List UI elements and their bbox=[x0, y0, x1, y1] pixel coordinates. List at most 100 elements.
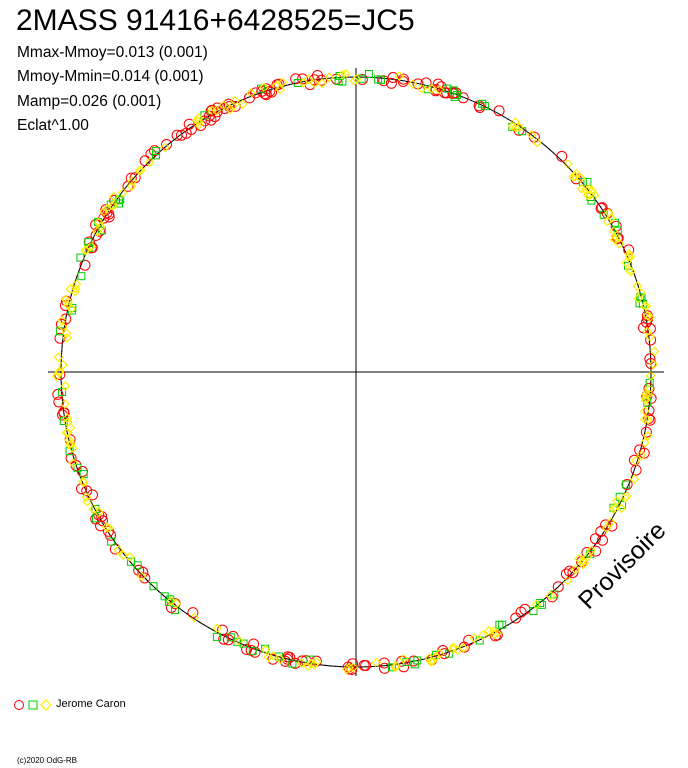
model-point bbox=[69, 300, 71, 302]
model-point bbox=[396, 663, 398, 665]
circle-marker bbox=[589, 533, 601, 545]
diamond-marker bbox=[631, 455, 641, 466]
diamond-marker bbox=[65, 440, 76, 451]
model-point bbox=[648, 402, 651, 404]
model-point bbox=[249, 646, 251, 649]
circle-marker bbox=[139, 155, 151, 167]
model-point bbox=[650, 386, 652, 388]
model-point bbox=[62, 335, 64, 337]
square-marker bbox=[116, 195, 125, 204]
diamond-marker bbox=[218, 100, 229, 111]
model-point bbox=[97, 514, 99, 516]
square-marker bbox=[164, 597, 173, 606]
diamond-marker bbox=[88, 504, 99, 514]
model-point bbox=[545, 597, 547, 599]
model-point bbox=[350, 666, 352, 668]
model-point bbox=[240, 99, 242, 102]
model-point bbox=[88, 246, 90, 248]
diamond-marker bbox=[605, 517, 616, 527]
model-point bbox=[269, 89, 271, 91]
diamond-marker bbox=[303, 74, 314, 85]
diamond-marker bbox=[337, 69, 348, 80]
model-point bbox=[602, 532, 605, 534]
model-point bbox=[639, 290, 641, 292]
circle-marker bbox=[206, 104, 218, 116]
model-point bbox=[60, 356, 63, 358]
model-point bbox=[199, 121, 201, 123]
square-marker bbox=[149, 582, 158, 591]
square-marker bbox=[637, 293, 646, 302]
model-point bbox=[594, 544, 596, 547]
model-point bbox=[548, 594, 551, 596]
model-point bbox=[264, 90, 266, 92]
model-point bbox=[493, 631, 496, 634]
model-point bbox=[88, 496, 90, 498]
model-point bbox=[64, 422, 67, 424]
model-point bbox=[60, 366, 62, 368]
model-point bbox=[600, 536, 602, 538]
model-point bbox=[615, 232, 618, 235]
diamond-marker bbox=[642, 310, 653, 321]
model-point bbox=[475, 101, 477, 104]
model-point bbox=[146, 580, 148, 582]
diamond-marker bbox=[99, 206, 110, 217]
circle-marker bbox=[590, 545, 602, 557]
model-point bbox=[113, 540, 115, 542]
diamond-marker bbox=[601, 523, 612, 533]
circle-marker bbox=[180, 127, 192, 139]
model-point bbox=[284, 85, 286, 87]
model-point bbox=[626, 486, 629, 488]
square-marker bbox=[364, 70, 373, 78]
model-point bbox=[150, 583, 152, 585]
model-point bbox=[370, 76, 372, 78]
model-point bbox=[274, 655, 276, 657]
model-point bbox=[648, 340, 651, 342]
model-point bbox=[212, 113, 214, 115]
diamond-marker bbox=[586, 545, 597, 556]
square-marker bbox=[357, 74, 366, 83]
model-point bbox=[61, 397, 63, 399]
model-point bbox=[605, 215, 607, 217]
diamond-marker bbox=[574, 554, 584, 564]
diamond-marker bbox=[576, 183, 587, 194]
model-point bbox=[622, 246, 625, 248]
circle-marker bbox=[457, 92, 469, 104]
diamond-marker bbox=[225, 104, 236, 115]
model-point bbox=[345, 666, 347, 668]
model-point bbox=[416, 82, 418, 84]
diamond-marker bbox=[271, 81, 282, 91]
model-point bbox=[83, 486, 86, 488]
model-point bbox=[226, 636, 228, 638]
diamond-marker bbox=[61, 427, 72, 438]
model-point bbox=[334, 665, 336, 667]
model-point bbox=[64, 325, 66, 327]
model-point bbox=[108, 532, 110, 534]
model-point bbox=[489, 634, 491, 636]
model-point bbox=[294, 660, 296, 662]
diamond-marker bbox=[134, 165, 145, 176]
model-point bbox=[71, 290, 73, 292]
model-point bbox=[624, 491, 627, 493]
square-marker bbox=[152, 147, 161, 155]
model-point bbox=[132, 177, 134, 180]
model-point bbox=[207, 115, 210, 118]
model-point bbox=[212, 629, 214, 631]
model-point bbox=[279, 86, 281, 88]
model-point bbox=[594, 198, 596, 200]
model-point bbox=[110, 206, 112, 208]
diamond-marker bbox=[101, 522, 112, 532]
diamond-marker bbox=[193, 113, 204, 123]
circle-marker bbox=[223, 101, 235, 112]
model-point bbox=[597, 540, 599, 542]
model-point bbox=[177, 607, 180, 609]
model-point bbox=[644, 310, 646, 312]
diamond-marker bbox=[390, 662, 401, 673]
model-point bbox=[274, 87, 276, 89]
diamond-marker bbox=[166, 596, 176, 606]
model-point bbox=[622, 496, 625, 498]
model-point bbox=[226, 106, 228, 108]
square-marker bbox=[410, 660, 419, 669]
model-point bbox=[642, 437, 645, 439]
model-point bbox=[74, 462, 76, 464]
model-point bbox=[431, 86, 433, 88]
